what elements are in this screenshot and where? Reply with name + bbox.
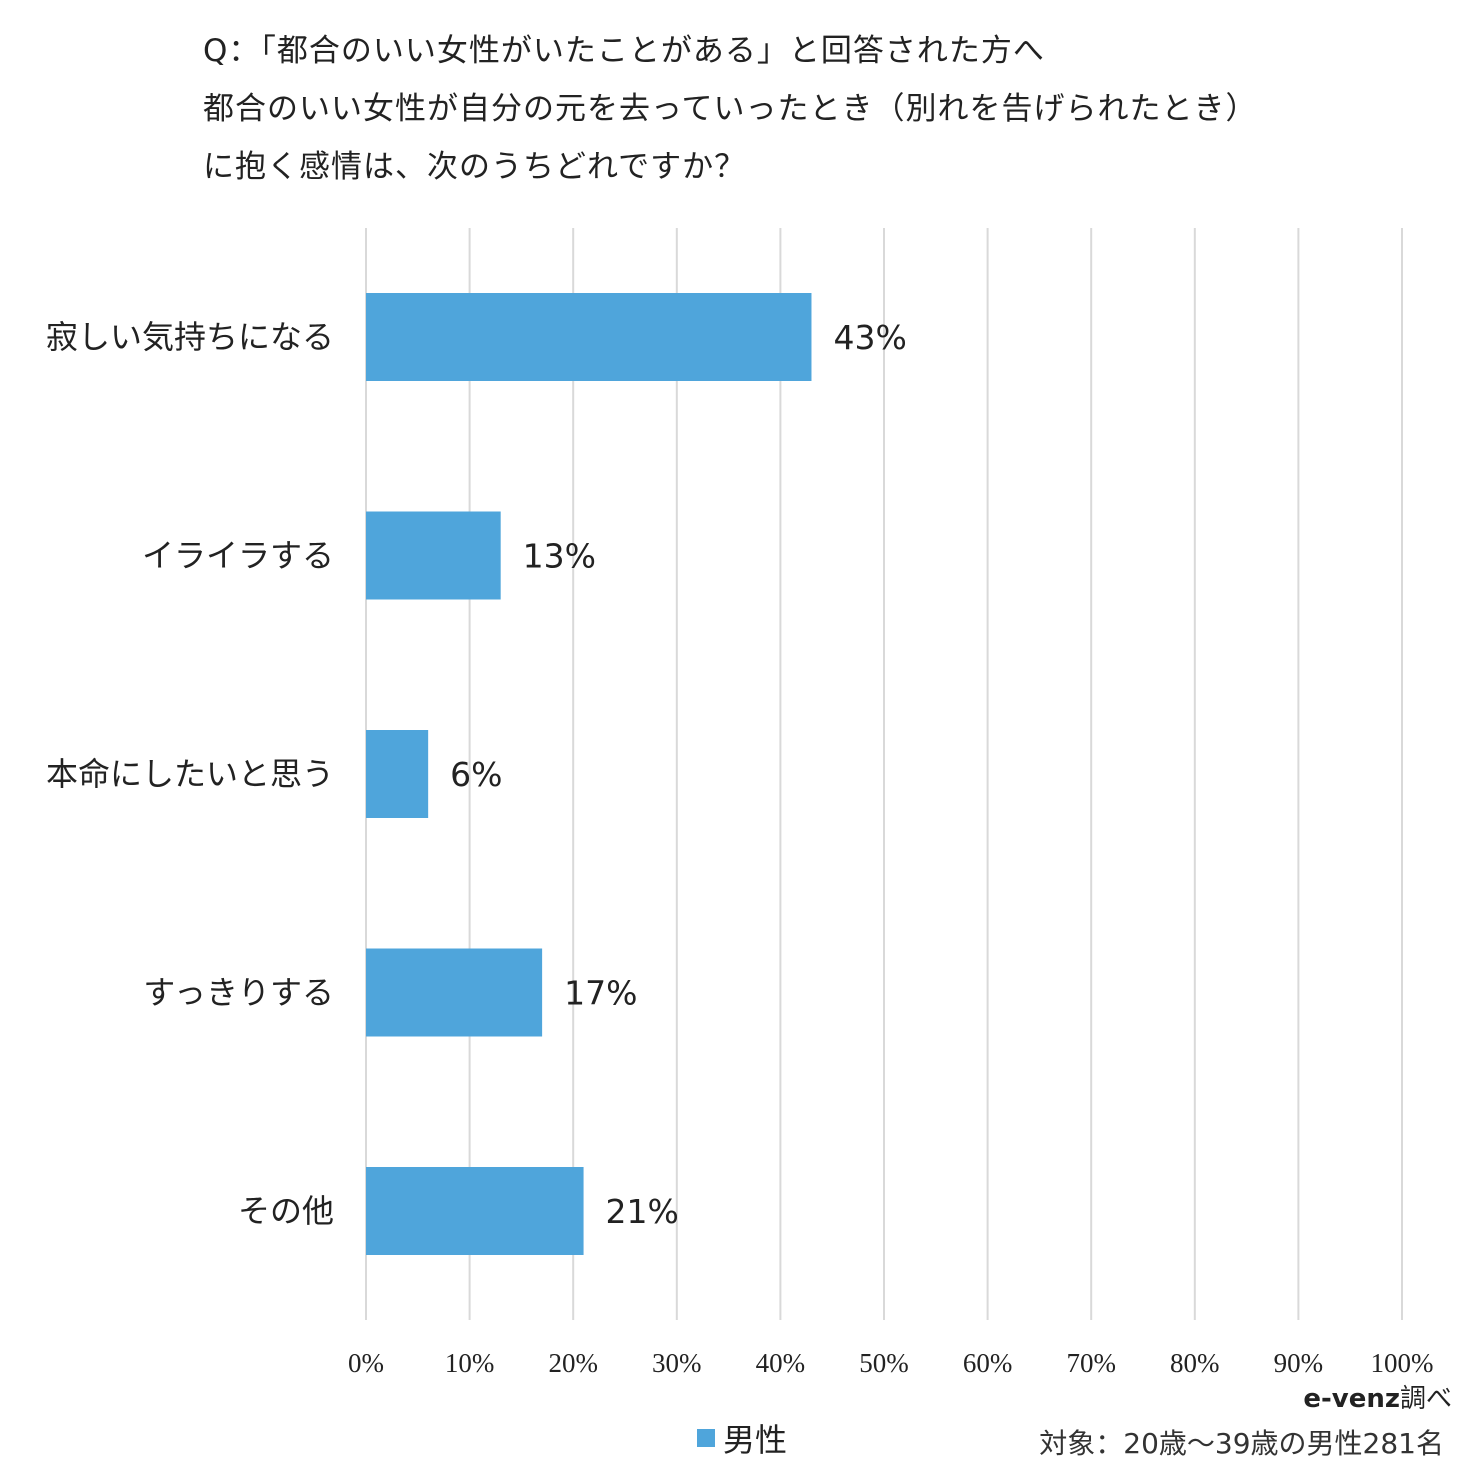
data-label: 6%	[450, 755, 502, 794]
x-tick-label: 80%	[1170, 1348, 1220, 1378]
x-tick-label: 30%	[652, 1348, 702, 1378]
category-label: その他	[238, 1192, 334, 1230]
title-line-3: に抱く感情は、次のうちどれですか？	[203, 149, 747, 185]
bar	[366, 948, 543, 1037]
category-label: イライラする	[142, 537, 334, 575]
category-label: すっきりする	[143, 974, 334, 1012]
data-label: 43%	[833, 318, 906, 357]
x-tick-label: 50%	[859, 1348, 909, 1378]
bar	[366, 1167, 584, 1255]
category-label: 本命にしたいと思う	[46, 755, 334, 793]
chart-title: Q：「都合のいい女性がいたことがある」と回答された方へ 都合のいい女性が自分の元…	[203, 22, 1443, 196]
bar	[366, 511, 501, 600]
source-suffix: 調べ	[1399, 1384, 1452, 1414]
category-label: 寂しい気持ちになる	[46, 318, 334, 356]
title-line-2: 都合のいい女性が自分の元を去っていったとき（別れを告げられたとき）	[203, 91, 1258, 127]
x-tick-label: 0%	[348, 1348, 384, 1378]
data-labels: 43% 13% 6% 17% 21%	[450, 318, 907, 1231]
bars	[366, 293, 812, 1255]
bar	[366, 730, 429, 818]
target-note: 対象：20歳〜39歳の男性281名	[1039, 1427, 1444, 1460]
source-brand: e-venz	[1303, 1384, 1400, 1414]
bar	[366, 293, 812, 381]
x-tick-label: 90%	[1274, 1348, 1324, 1378]
title-line-1: Q：「都合のいい女性がいたことがある」と回答された方へ	[203, 33, 1045, 69]
data-label: 21%	[606, 1192, 679, 1231]
x-tick-labels: 0% 10% 20% 30% 40% 50% 60% 70% 80% 90% 100%	[348, 1348, 1434, 1378]
x-tick-label: 70%	[1066, 1348, 1116, 1378]
x-tick-label: 100%	[1371, 1348, 1434, 1378]
data-label: 13%	[523, 537, 596, 576]
x-tick-label: 10%	[445, 1348, 495, 1378]
source-credit: e-venz調べ	[1303, 1378, 1452, 1415]
gridlines	[365, 228, 1403, 1320]
legend: 男性	[697, 1415, 787, 1461]
x-tick-label: 20%	[548, 1348, 598, 1378]
x-tick-label: 60%	[963, 1348, 1013, 1378]
legend-label: 男性	[723, 1421, 788, 1459]
x-tick-label: 40%	[756, 1348, 806, 1378]
data-label: 17%	[564, 974, 637, 1013]
legend-swatch	[697, 1429, 715, 1447]
